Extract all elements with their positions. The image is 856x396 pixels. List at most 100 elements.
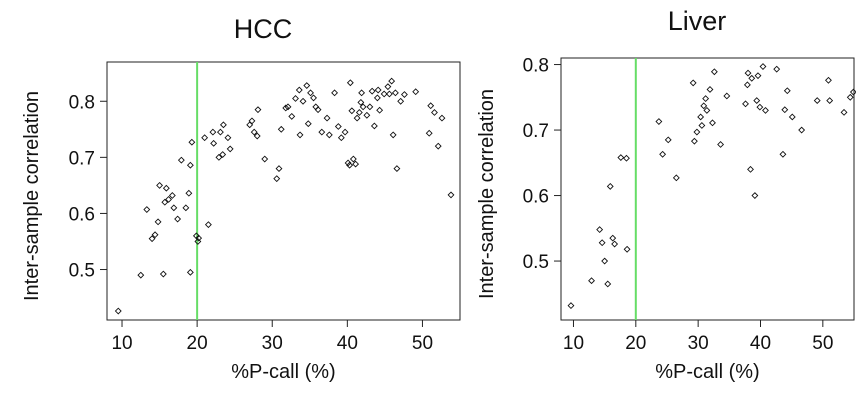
hcc-data-point [175,216,181,222]
liver-data-point [699,123,705,129]
hcc-data-point [274,176,280,182]
liver-x-tick-label: 20 [625,333,646,354]
liver-data-point [692,138,698,144]
hcc-data-point [394,166,400,172]
hcc-data-point [402,92,408,98]
hcc-data-point [327,132,333,138]
hcc-data-point [448,192,454,198]
liver-data-point [782,107,788,113]
hcc-data-point [300,98,306,104]
hcc-x-tick-label: 50 [412,333,433,354]
liver-y-tick-label: 0.6 [523,187,549,208]
hcc-data-point [324,115,330,121]
hcc-data-point [304,83,310,89]
hcc-data-point [186,190,192,196]
liver-data-point [827,98,833,104]
hcc-data-point [202,135,208,141]
hcc-x-tick-label: 10 [111,333,132,354]
hcc-y-tick-label: 0.6 [69,204,95,225]
hcc-data-point [332,90,338,96]
hcc-data-point [398,98,404,104]
hcc-data-point [428,103,434,109]
liver-data-point [704,108,710,114]
hcc-y-axis-label: Inter-sample correlation [21,91,43,301]
liver-data-point [618,155,624,161]
hcc-data-point [157,183,163,189]
hcc-chart-title: HCC [234,14,293,44]
hcc-data-point [349,108,355,114]
hcc-data-point [413,89,419,95]
liver-data-point [624,155,630,161]
liver-data-point [607,184,613,190]
hcc-data-point [296,87,302,93]
liver-data-point [814,98,820,104]
hcc-data-point [255,107,261,113]
hcc-plot-frame [107,62,460,320]
hcc-data-point [367,104,373,110]
hcc-data-point [359,90,365,96]
liver-data-point [718,142,724,148]
liver-data-point [597,227,603,233]
hcc-data-point [115,308,121,314]
liver-data-point [826,77,832,83]
liver-data-point [749,76,755,82]
hcc-data-point [144,207,150,213]
liver-data-point [774,66,780,72]
liver-data-point [760,64,766,70]
liver-data-point [665,137,671,143]
hcc-data-point [435,143,441,149]
hcc-data-point [339,135,345,141]
hcc-data-point [218,129,224,135]
liver-x-tick-label: 30 [688,333,709,354]
hcc-data-point [171,205,177,211]
hcc-data-point [432,110,438,116]
hcc-y-tick-label: 0.8 [69,92,95,113]
liver-data-point [610,235,616,241]
liver-data-point [847,95,853,101]
hcc-data-point [357,110,363,116]
liver-data-point [694,129,700,135]
hcc-data-point [221,122,227,128]
liver-data-point [841,110,847,116]
liver-data-point [754,98,760,104]
hcc-scatter-panel: 10 20 30 40 50 0.5 0.6 0.7 0.8 HCC %P-call (%) Inte… [21,14,460,383]
hcc-data-point [348,80,354,86]
hcc-data-point [375,87,381,93]
hcc-data-point [336,124,342,130]
hcc-data-point [377,107,383,113]
liver-data-point [674,175,680,181]
liver-data-point [624,246,630,252]
liver-data-point [784,88,790,94]
hcc-x-tick-label: 20 [187,333,208,354]
hcc-data-point [297,132,303,138]
hcc-data-point [390,132,396,138]
liver-scatter-panel: 10 20 30 40 500.50.60.70.8Liver%P-call (%)In… [476,6,856,383]
liver-chart-title: Liver [668,6,727,36]
hcc-data-point [227,146,233,152]
hcc-data-point [385,84,391,90]
hcc-data-point [138,272,144,278]
hcc-data-point [426,130,432,136]
hcc-data-point [354,115,360,121]
hcc-data-point [389,78,395,84]
liver-data-point [755,73,761,79]
hcc-y-tick-label: 0.7 [69,148,95,169]
hcc-data-point [262,156,268,162]
liver-data-point [589,278,595,284]
hcc-data-point [393,90,399,96]
hcc-data-point [311,95,317,101]
liver-data-point [748,167,754,173]
hcc-y-tick-label: 0.5 [69,261,95,282]
hcc-data-point [342,129,348,135]
hcc-x-axis-label: %P-call (%) [231,361,335,383]
hcc-data-point [188,162,194,168]
liver-data-point [724,93,730,99]
liver-data-point [710,120,716,126]
hcc-data-point [308,90,314,96]
liver-data-point [763,108,769,114]
liver-data-point [757,104,763,110]
hcc-data-point [155,219,161,225]
hcc-data-point [372,123,378,129]
liver-data-point [745,82,751,88]
